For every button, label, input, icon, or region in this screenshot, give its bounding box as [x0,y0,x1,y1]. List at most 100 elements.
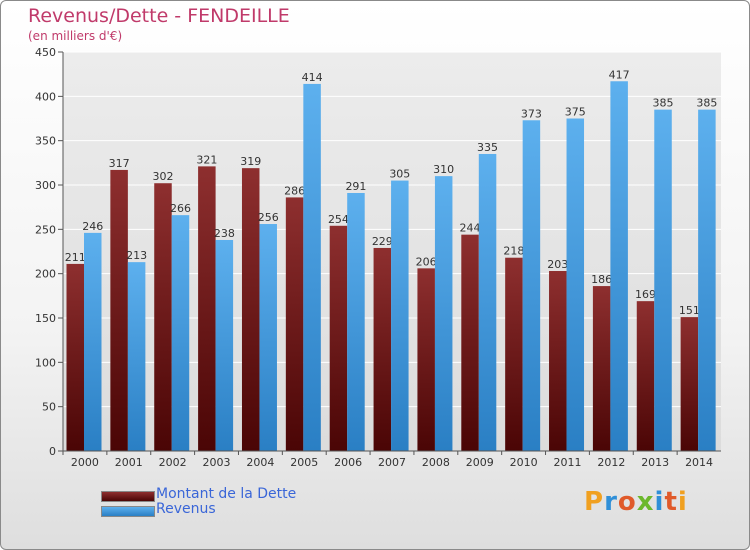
bar-revenus [347,192,365,452]
y-tick-label: 400 [35,90,56,103]
x-tick-label: 2013 [641,456,669,469]
data-label: 266 [170,202,191,215]
bar-revenus [259,224,277,451]
data-label: 417 [609,68,630,81]
bar-revenus [84,232,102,451]
x-tick-label: 2005 [290,456,318,469]
bar-revenus [478,153,497,451]
data-label: 373 [521,107,542,120]
data-label: 305 [389,168,410,181]
bar-dette [680,317,699,451]
bar-revenus [654,109,672,451]
bar-revenus [391,180,409,452]
x-tick-label: 2014 [685,456,713,469]
legend-label-revenus: Revenus [156,501,216,517]
data-label: 254 [328,213,349,226]
bar-dette [66,263,84,451]
data-label: 414 [302,71,323,84]
x-tick-label: 2008 [422,456,450,469]
data-label: 151 [679,304,700,317]
logo-letter: i [654,487,665,517]
y-tick-label: 50 [42,401,56,414]
data-label: 169 [635,288,656,301]
bar-revenus [303,83,321,452]
bar-dette [154,183,172,451]
data-label: 321 [196,153,217,166]
y-tick-label: 150 [35,312,56,325]
y-tick-label: 0 [49,445,56,458]
x-tick-label: 2001 [115,456,143,469]
logo-letter: r [604,487,618,517]
data-label: 317 [109,157,130,170]
data-label: 206 [416,255,437,268]
data-label: 385 [696,97,717,110]
x-tick-label: 2007 [378,456,406,469]
bar-dette [241,168,260,452]
bar-revenus [127,262,146,451]
data-label: 186 [591,273,612,286]
data-label: 203 [547,258,568,271]
data-label: 213 [126,249,147,262]
y-tick-label: 350 [35,135,56,148]
chart-title: Revenus/Dette - FENDEILLE [28,5,290,27]
bar-revenus [215,239,234,451]
bar-dette [549,271,567,451]
data-label: 244 [460,222,481,235]
logo-letter: t [664,487,678,517]
x-tick-label: 2002 [159,456,187,469]
bar-revenus [434,176,453,451]
data-label: 229 [372,235,393,248]
bar-dette [592,286,611,451]
y-tick-label: 200 [35,268,56,281]
x-tick-label: 2004 [246,456,274,469]
logo-letter: o [617,487,637,517]
bar-dette [505,257,523,451]
legend-swatch-revenus [101,506,155,517]
bar-dette [198,166,216,451]
bar-dette [373,247,392,451]
y-tick-label: 100 [35,356,56,369]
legend-label-dette: Montant de la Dette [156,486,297,502]
data-label: 256 [258,211,279,224]
data-label: 211 [65,251,86,264]
bar-dette [285,197,304,451]
bar-revenus [610,81,628,451]
bar-dette [636,301,655,451]
bar-dette [110,169,128,451]
x-tick-label: 2010 [510,456,538,469]
data-label: 246 [82,220,103,233]
bar-dette [461,234,479,451]
data-label: 335 [477,141,498,154]
data-label: 385 [653,97,674,110]
proxiti-logo: Proxiti [584,487,688,517]
bar-dette [417,268,435,451]
data-label: 310 [433,163,454,176]
data-label: 375 [565,106,586,119]
logo-letter: i [677,487,688,517]
x-tick-label: 2006 [334,456,362,469]
logo-letter: P [584,487,605,517]
x-tick-label: 2000 [71,456,99,469]
x-tick-label: 2009 [466,456,494,469]
bar-revenus [522,120,541,452]
bar-revenus [171,215,190,451]
bar-revenus [698,109,716,451]
y-tick-label: 300 [35,179,56,192]
x-tick-label: 2003 [203,456,231,469]
bar-dette [329,225,348,451]
data-label: 302 [152,170,173,183]
data-label: 238 [214,227,235,240]
data-label: 218 [503,245,524,258]
chart-subtitle: (en milliers d'€) [28,29,123,43]
data-label: 291 [345,180,366,193]
bar-revenus [566,118,585,451]
data-label: 319 [240,155,261,168]
x-tick-label: 2012 [597,456,625,469]
logo-letter: x [636,487,655,517]
x-tick-label: 2011 [553,456,581,469]
y-tick-label: 450 [35,46,56,59]
legend-swatch-dette [101,491,155,502]
y-tick-label: 250 [35,223,56,236]
